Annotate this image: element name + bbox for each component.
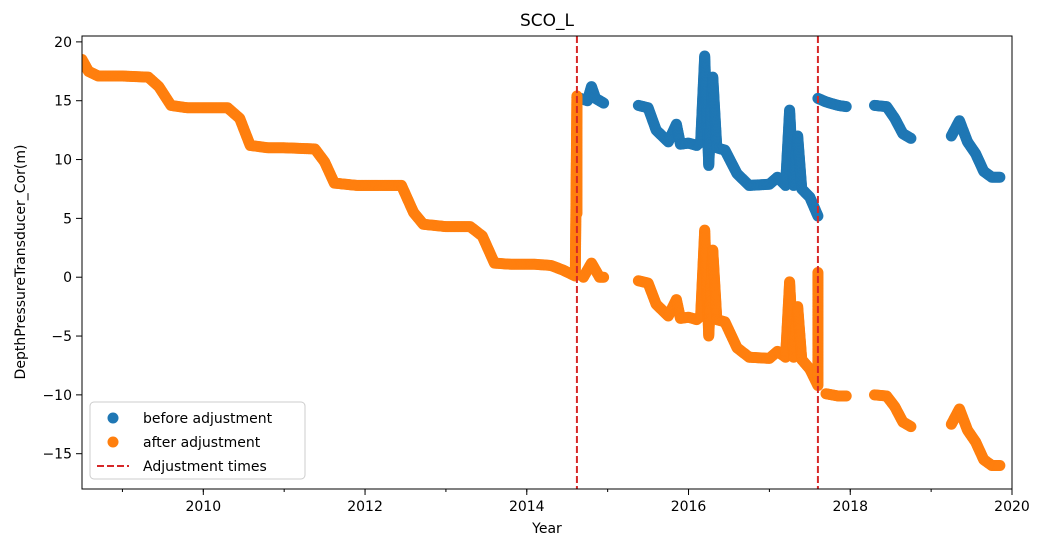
y-tick-label: 0 — [63, 270, 72, 286]
legend-marker — [107, 412, 119, 424]
data-point — [994, 459, 1006, 471]
data-point — [994, 171, 1006, 183]
y-axis: −15 −10 −5 0 5 10 15 20 — [42, 35, 82, 463]
legend-entry-before-adjustment: before adjustment — [143, 411, 273, 427]
data-point — [905, 421, 917, 433]
series-after-adjustment — [82, 54, 1006, 471]
y-tick-label: −5 — [51, 329, 72, 345]
x-tick-label: 2018 — [832, 499, 868, 515]
legend-entry-adjustment-times: Adjustment times — [143, 459, 267, 475]
legend-entry-after-adjustment: after adjustment — [143, 435, 261, 451]
y-tick-label: 5 — [63, 211, 72, 227]
data-point — [840, 101, 852, 113]
x-axis: 2010 2012 2014 2016 2018 2020 — [121, 489, 1030, 515]
x-tick-label: 2020 — [994, 499, 1030, 515]
plot-area — [81, 35, 1013, 490]
y-tick-label: −15 — [42, 447, 72, 463]
data-point — [598, 271, 610, 283]
data-point — [571, 208, 583, 220]
legend: before adjustment after adjustment Adjustm… — [89, 401, 306, 480]
y-axis-label: DepthPressureTransducer_Cor(m) — [13, 145, 29, 380]
axes-frame — [81, 35, 1013, 490]
y-tick-label: 10 — [54, 153, 72, 169]
data-point — [598, 97, 610, 109]
y-tick-label: 20 — [54, 35, 72, 51]
chart-title: SCO_L — [520, 11, 575, 31]
data-point — [840, 390, 852, 402]
x-tick-label: 2012 — [347, 499, 383, 515]
legend-marker — [107, 436, 119, 448]
x-tick-label: 2016 — [671, 499, 707, 515]
x-tick-label: 2014 — [509, 499, 545, 515]
legend-box — [89, 401, 306, 480]
y-tick-label: 15 — [54, 94, 72, 110]
y-tick-label: −10 — [42, 388, 72, 404]
data-layer — [82, 50, 1006, 471]
data-point — [905, 132, 917, 144]
x-axis-label: Year — [531, 521, 562, 537]
x-tick-label: 2010 — [185, 499, 221, 515]
series-before-adjustment — [571, 50, 1006, 222]
